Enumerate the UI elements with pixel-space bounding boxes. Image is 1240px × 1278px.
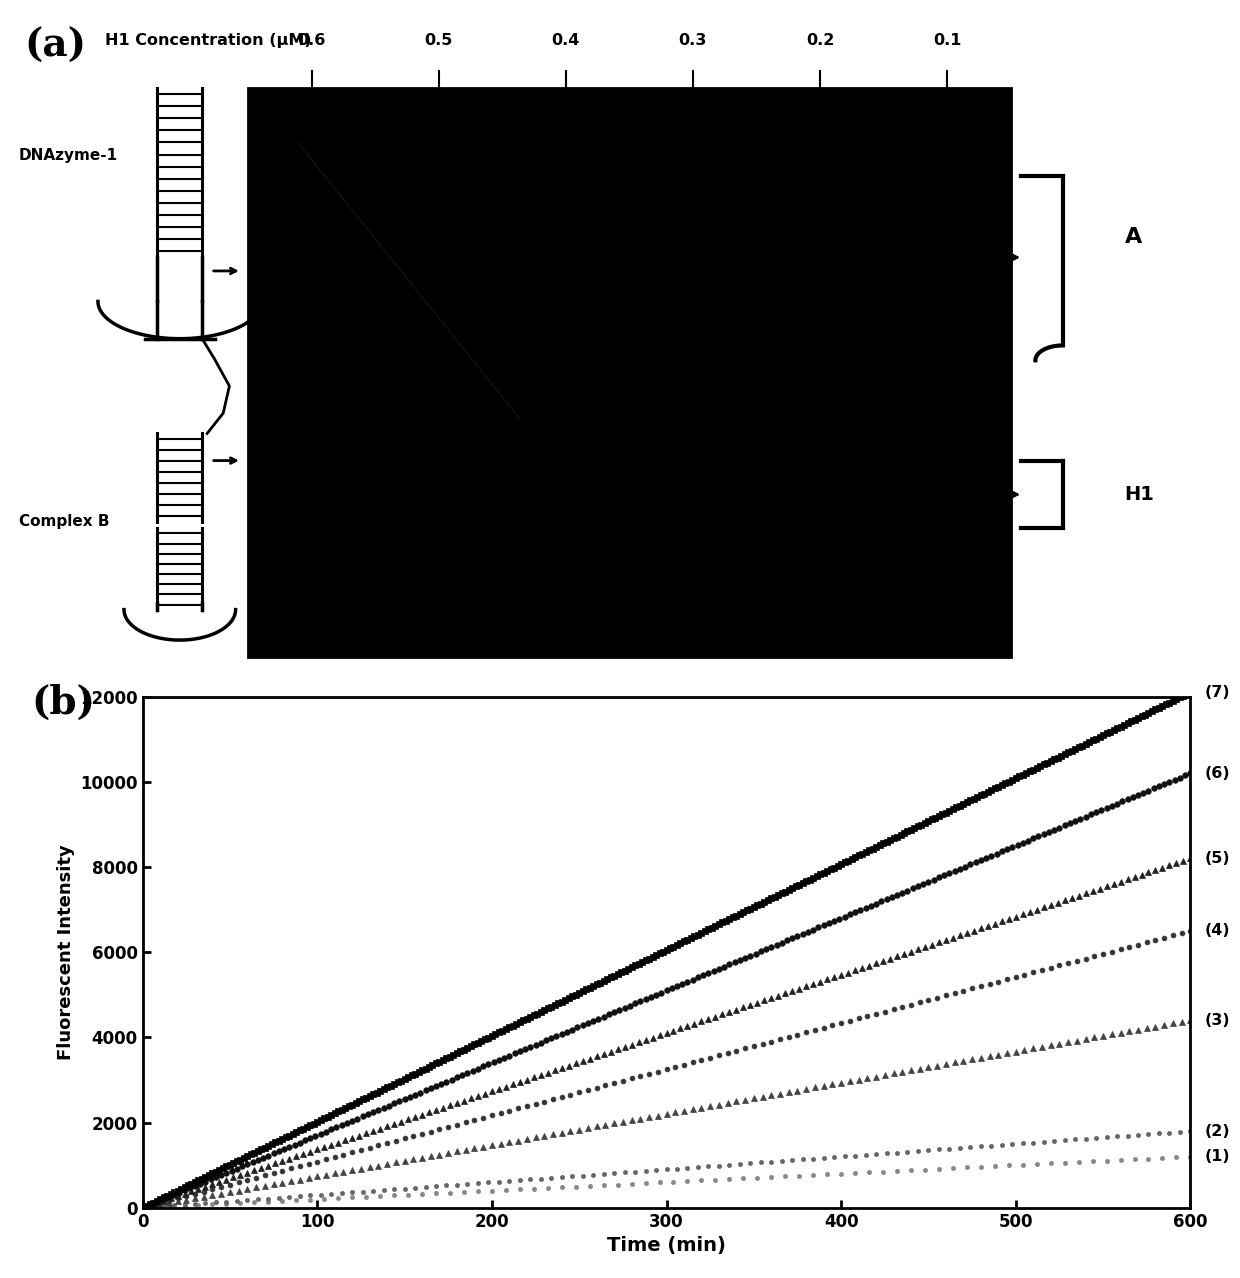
Text: (4): (4) [1204, 923, 1230, 938]
Text: (2): (2) [1204, 1123, 1230, 1139]
Text: A: A [1125, 227, 1142, 247]
Text: 0.3: 0.3 [678, 33, 707, 49]
Text: (b): (b) [31, 684, 95, 722]
Text: 0.5: 0.5 [424, 33, 453, 49]
Text: 0.4: 0.4 [552, 33, 580, 49]
Text: 0.2: 0.2 [806, 33, 835, 49]
Text: H1 Concentration (μM): H1 Concentration (μM) [105, 33, 312, 49]
X-axis label: Time (min): Time (min) [608, 1236, 725, 1255]
Text: (3): (3) [1204, 1012, 1230, 1028]
Y-axis label: Fluorescent Intensity: Fluorescent Intensity [57, 845, 74, 1059]
Text: 0.6: 0.6 [298, 33, 326, 49]
Text: DNAzyme-1: DNAzyme-1 [19, 148, 118, 164]
Bar [248, 88, 1011, 657]
Text: (6): (6) [1204, 766, 1230, 781]
Text: 0.1: 0.1 [932, 33, 961, 49]
Text: (1): (1) [1204, 1149, 1230, 1164]
Text: (a): (a) [25, 27, 87, 65]
Text: H1: H1 [1125, 484, 1154, 504]
Text: (5): (5) [1204, 851, 1230, 866]
Text: Complex B: Complex B [19, 514, 109, 529]
Text: (7): (7) [1204, 685, 1230, 700]
